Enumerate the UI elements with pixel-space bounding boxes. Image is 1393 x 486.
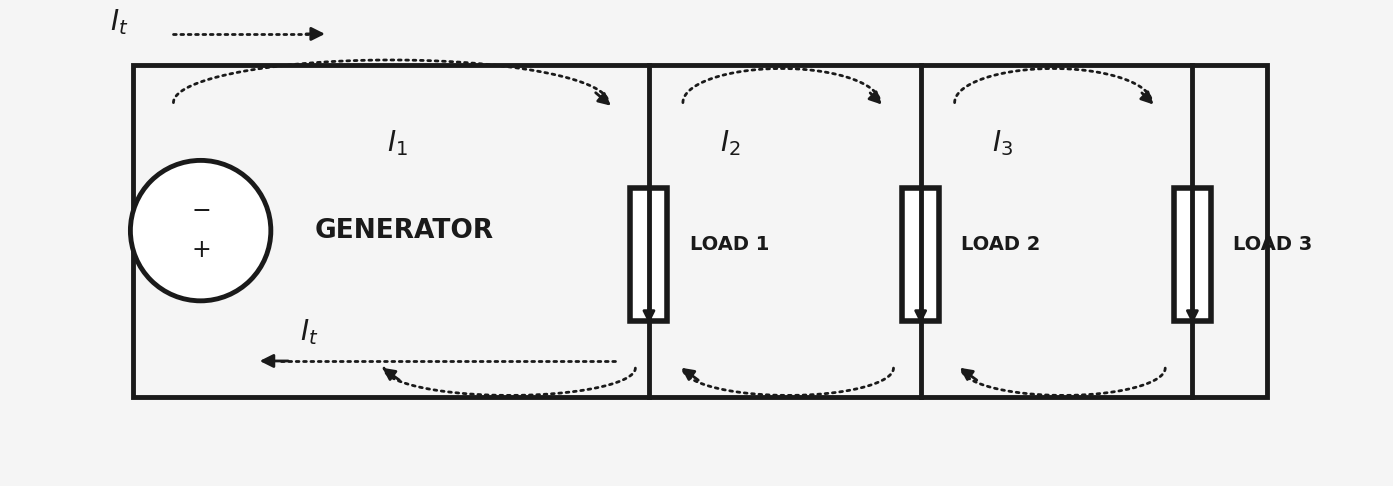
Text: $I_3$: $I_3$ bbox=[992, 128, 1013, 158]
Polygon shape bbox=[903, 188, 939, 321]
Text: $-$: $-$ bbox=[191, 197, 210, 221]
Text: LOAD 2: LOAD 2 bbox=[961, 235, 1041, 254]
Circle shape bbox=[131, 160, 270, 301]
Text: $I_2$: $I_2$ bbox=[720, 128, 741, 158]
Text: GENERATOR: GENERATOR bbox=[315, 218, 495, 243]
Text: LOAD 1: LOAD 1 bbox=[690, 235, 769, 254]
Text: LOAD 3: LOAD 3 bbox=[1233, 235, 1312, 254]
Text: $I_1$: $I_1$ bbox=[387, 128, 408, 158]
Polygon shape bbox=[1174, 188, 1211, 321]
Text: $+$: $+$ bbox=[191, 238, 210, 262]
Polygon shape bbox=[631, 188, 667, 321]
Text: $I_t$: $I_t$ bbox=[110, 7, 128, 37]
Text: $I_t$: $I_t$ bbox=[299, 318, 319, 347]
